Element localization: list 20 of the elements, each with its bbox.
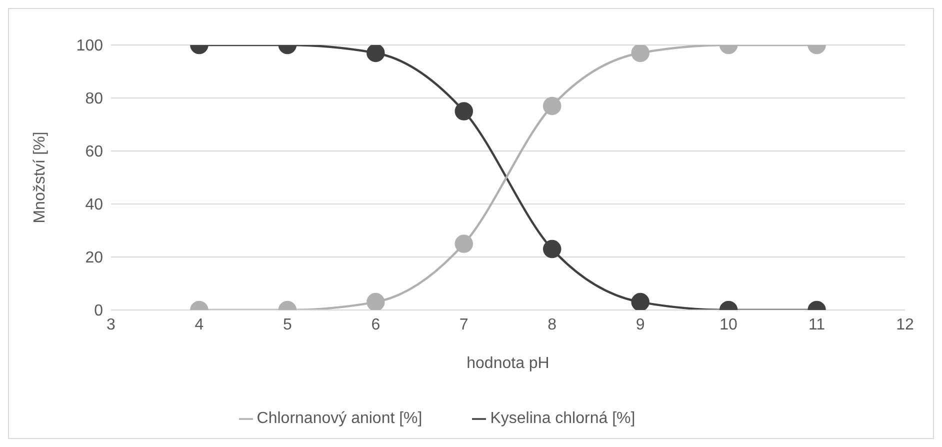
- legend-label: Kyselina chlorná [%]: [490, 410, 636, 427]
- x-tick-label: 8: [548, 316, 557, 334]
- x-tick-label: 6: [371, 316, 380, 334]
- y-tick-label: 100: [76, 38, 104, 55]
- x-tick-label: 10: [720, 316, 738, 334]
- y-tick-label: 80: [85, 90, 104, 108]
- x-tick-label: 3: [106, 316, 116, 334]
- x-axis-title: hodnota pH: [466, 355, 550, 372]
- x-tick-label: 4: [194, 316, 204, 334]
- y-tick-label: 60: [85, 144, 104, 161]
- y-tick-label: 20: [85, 250, 104, 267]
- legend-label: Chlornanový aniont [%]: [256, 410, 422, 427]
- y-tick-label: 0: [94, 302, 104, 320]
- y-axis-title: Množství [%]: [32, 132, 49, 224]
- y-tick-label: 40: [85, 196, 104, 214]
- x-tick-label: 9: [636, 316, 645, 334]
- x-tick-label: 5: [282, 316, 292, 334]
- x-tick-label: 12: [896, 316, 914, 334]
- x-tick-label: 7: [459, 316, 468, 334]
- x-tick-label: 11: [808, 316, 826, 334]
